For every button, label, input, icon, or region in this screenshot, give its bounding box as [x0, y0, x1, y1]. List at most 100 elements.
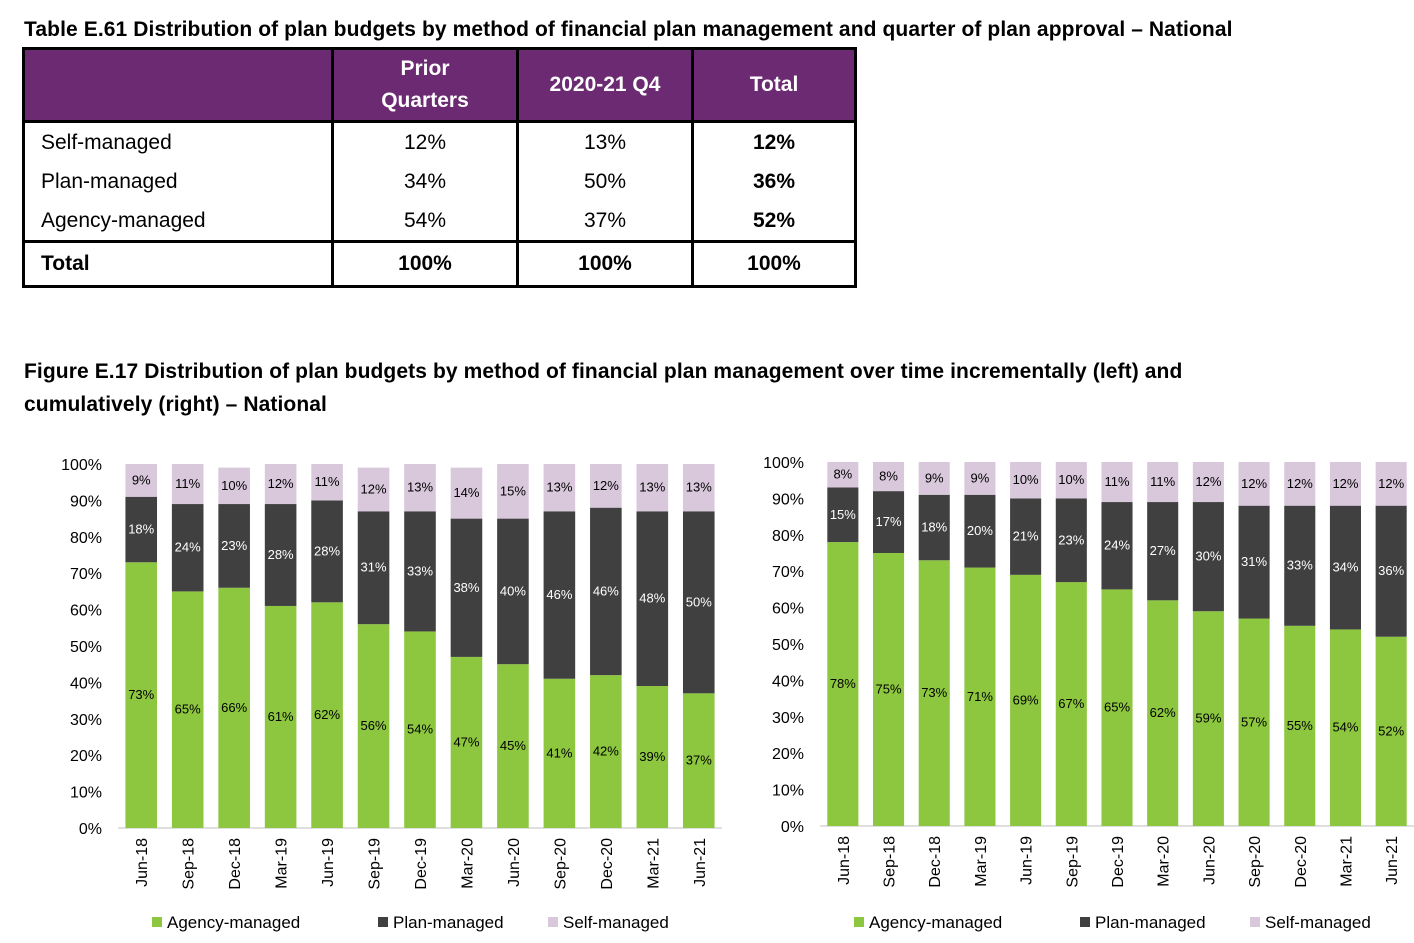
legend-swatch — [1250, 917, 1260, 927]
data-label: 52% — [1378, 723, 1404, 738]
data-label: 24% — [1104, 538, 1130, 553]
chart-cumulative: 0% 10% 20% 30% 40% 50% 60% 70% 80% 90% 100% 78% 15% 8… — [763, 455, 1414, 932]
bar-segment-agency-managed — [1010, 574, 1042, 826]
bar-segment-plan-managed — [1147, 502, 1179, 601]
row-label: Self-managed — [22, 120, 334, 162]
bar-segment-self-managed — [1055, 462, 1087, 499]
bar-segment-agency-managed — [125, 562, 158, 828]
header-2020-21-q4: 2020-21 Q4 — [516, 47, 694, 123]
bar-segment-plan-managed — [1101, 502, 1133, 590]
bar-segment-agency-managed — [450, 656, 483, 828]
cell-q4: 37% — [516, 201, 694, 243]
x-tick-label: Mar-20 — [1156, 836, 1173, 887]
bar-segment-plan-managed — [171, 504, 204, 592]
data-label: 17% — [876, 514, 902, 529]
data-label: 13% — [686, 480, 712, 495]
x-tick-label: Dec-19 — [413, 838, 430, 890]
header-prior-quarters: Prior Quarters — [331, 47, 519, 123]
data-label: 78% — [830, 676, 856, 691]
x-tick-label: Jun-18 — [134, 838, 151, 887]
data-label: 45% — [500, 738, 526, 753]
bar-segment-self-managed — [1010, 462, 1042, 499]
data-label: 37% — [686, 753, 712, 768]
data-label: 20% — [967, 523, 993, 538]
bar-segment-agency-managed — [543, 678, 576, 828]
data-label: 10% — [1058, 472, 1084, 487]
bar-segment-agency-managed — [873, 553, 905, 826]
x-tick-label: Dec-18 — [927, 836, 944, 888]
data-label: 34% — [1332, 560, 1358, 575]
y-tick-label: 20% — [772, 746, 804, 763]
legend-swatch — [378, 917, 388, 927]
data-label: 18% — [128, 522, 154, 537]
bar-segment-plan-managed — [827, 487, 859, 543]
bar-segment-plan-managed — [636, 511, 669, 687]
cell-prior: 12% — [331, 120, 519, 162]
x-tick-label: Dec-20 — [1293, 836, 1310, 888]
x-tick-label: Mar-20 — [459, 838, 476, 889]
bar-segment-plan-managed — [1375, 505, 1407, 637]
bar-segment-self-managed — [1192, 462, 1224, 503]
data-label: 54% — [407, 722, 433, 737]
bar-segment-agency-managed — [918, 560, 950, 826]
data-label: 11% — [1150, 474, 1175, 489]
data-label: 13% — [407, 480, 433, 495]
legend-label: Agency-managed — [167, 913, 300, 932]
total-total: 100% — [691, 240, 857, 288]
data-label: 8% — [833, 467, 852, 482]
data-label: 75% — [876, 682, 902, 697]
bar-segment-agency-managed — [636, 686, 669, 828]
bar-segment-plan-managed — [682, 511, 715, 694]
data-label: 65% — [175, 702, 201, 717]
bar-segment-agency-managed — [171, 591, 204, 828]
chart-incremental: 0% 10% 20% 30% 40% 50% 60% 70% 80% 90% 100% 73% 18% 9… — [61, 457, 722, 932]
y-tick-label: 10% — [70, 785, 102, 802]
data-label: 36% — [1378, 563, 1404, 578]
data-label: 10% — [1013, 472, 1039, 487]
cell-prior: 34% — [331, 162, 519, 201]
bar-segment-self-managed — [404, 464, 436, 512]
data-label: 55% — [1287, 718, 1313, 733]
row-label: Plan-managed — [22, 162, 334, 201]
data-label: 9% — [971, 470, 990, 485]
table-row: Agency-managed 54% 37% 52% — [22, 201, 857, 243]
data-label: 14% — [453, 485, 479, 500]
legend-label: Agency-managed — [869, 913, 1002, 932]
x-tick-label: Mar-19 — [274, 838, 291, 889]
bar-segment-self-managed — [264, 464, 297, 505]
bar-segment-self-managed — [1238, 462, 1270, 506]
data-label: 12% — [593, 478, 619, 493]
data-label: 11% — [175, 476, 200, 491]
total-q4: 100% — [516, 240, 694, 288]
x-tick-label: Jun-20 — [506, 838, 523, 887]
legend-label: Plan-managed — [1095, 913, 1206, 932]
bar-segment-plan-managed — [311, 500, 343, 603]
y-tick-label: 20% — [70, 748, 102, 765]
legend-label: Plan-managed — [393, 913, 504, 932]
x-tick-label: Mar-21 — [645, 838, 662, 889]
data-label: 59% — [1195, 711, 1221, 726]
y-tick-label: 60% — [772, 601, 804, 618]
bar-segment-self-managed — [543, 464, 576, 512]
bar-segment-self-managed — [827, 462, 859, 488]
bar-segment-plan-managed — [964, 494, 996, 568]
cell-prior: 54% — [331, 201, 519, 243]
bar-segment-plan-managed — [873, 491, 905, 553]
x-tick-label: Jun-21 — [1384, 836, 1401, 885]
bar-segment-agency-managed — [218, 587, 250, 828]
data-label: 13% — [546, 480, 572, 495]
x-tick-label: Jun-20 — [1201, 836, 1218, 885]
y-tick-label: 80% — [70, 530, 102, 547]
data-label: 69% — [1013, 692, 1039, 707]
data-label: 66% — [221, 700, 247, 715]
data-label: 42% — [593, 744, 619, 759]
y-tick-label: 70% — [70, 566, 102, 583]
x-tick-label: Sep-20 — [552, 838, 569, 890]
bar-segment-agency-managed — [1375, 636, 1407, 826]
data-label: 12% — [1332, 476, 1358, 491]
data-label: 15% — [830, 507, 856, 522]
legend-label: Self-managed — [563, 913, 669, 932]
bar-segment-agency-managed — [1238, 618, 1270, 826]
data-label: 31% — [1241, 554, 1267, 569]
data-label: 41% — [546, 745, 572, 760]
